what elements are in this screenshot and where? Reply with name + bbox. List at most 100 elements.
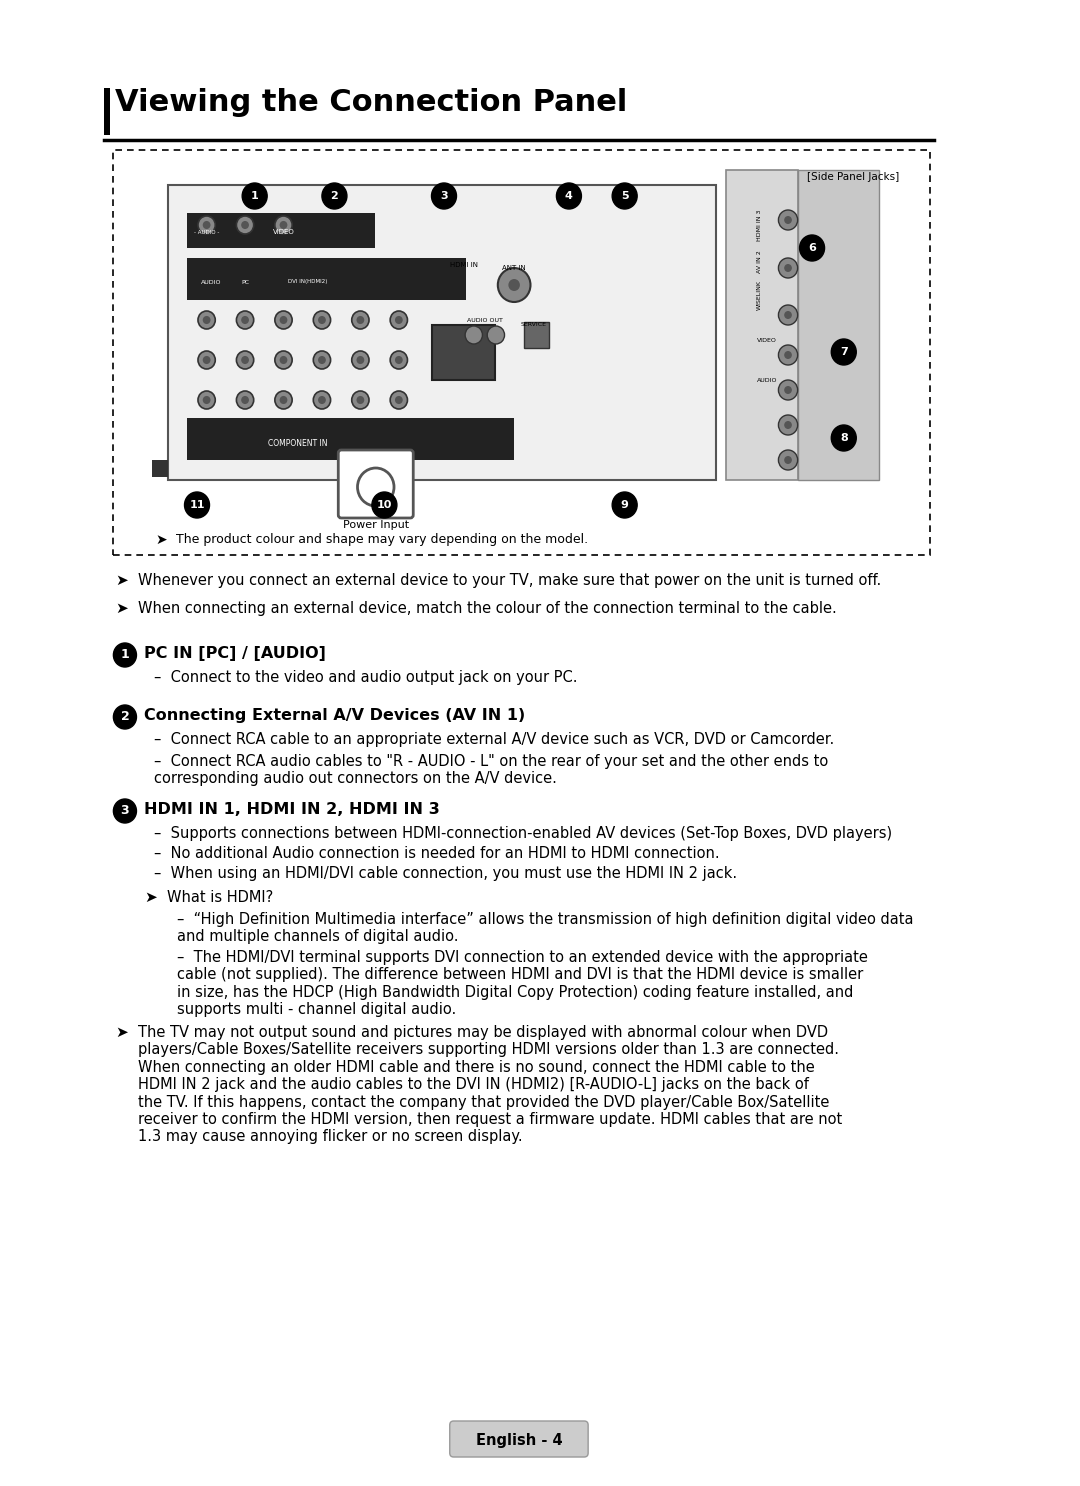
Circle shape	[280, 317, 287, 324]
Text: AUDIO: AUDIO	[201, 279, 221, 284]
Circle shape	[113, 643, 136, 667]
Text: –  The HDMI/DVI terminal supports DVI connection to an extended device with the : – The HDMI/DVI terminal supports DVI con…	[177, 950, 867, 1018]
Circle shape	[318, 357, 326, 364]
Text: When connecting an external device, match the colour of the connection terminal : When connecting an external device, matc…	[138, 600, 837, 617]
Circle shape	[465, 325, 483, 343]
Circle shape	[390, 351, 407, 369]
Text: 7: 7	[840, 348, 848, 357]
Text: PC IN [PC] / [AUDIO]: PC IN [PC] / [AUDIO]	[144, 646, 326, 661]
Circle shape	[203, 395, 211, 404]
Text: –  Supports connections between HDMI-connection-enabled AV devices (Set-Top Boxe: – Supports connections between HDMI-conn…	[153, 826, 892, 841]
Circle shape	[280, 395, 287, 404]
Text: PC: PC	[241, 279, 249, 284]
Text: WISELINK: WISELINK	[757, 279, 761, 311]
Text: HDMI IN: HDMI IN	[450, 262, 478, 267]
Circle shape	[356, 317, 364, 324]
Circle shape	[313, 311, 330, 328]
Circle shape	[274, 311, 293, 328]
Bar	[104, 88, 109, 135]
Text: AUDIO: AUDIO	[757, 377, 778, 382]
Circle shape	[241, 357, 249, 364]
Circle shape	[487, 325, 504, 343]
Circle shape	[203, 357, 211, 364]
Circle shape	[356, 357, 364, 364]
Bar	[432, 325, 495, 380]
Circle shape	[237, 215, 254, 233]
Circle shape	[352, 311, 369, 328]
Circle shape	[198, 351, 215, 369]
FancyBboxPatch shape	[338, 450, 414, 519]
Circle shape	[779, 259, 798, 278]
Circle shape	[395, 317, 403, 324]
Circle shape	[318, 395, 326, 404]
Circle shape	[779, 450, 798, 470]
Text: ➤: ➤	[156, 533, 167, 547]
Text: - AUDIO -: - AUDIO -	[194, 229, 219, 235]
Text: Connecting External A/V Devices (AV IN 1): Connecting External A/V Devices (AV IN 1…	[144, 707, 525, 724]
Text: AV IN 2: AV IN 2	[757, 251, 761, 273]
Text: –  Connect RCA cable to an appropriate external A/V device such as VCR, DVD or C: – Connect RCA cable to an appropriate ex…	[153, 733, 834, 747]
Text: Whenever you connect an external device to your TV, make sure that power on the : Whenever you connect an external device …	[138, 574, 881, 588]
Circle shape	[612, 492, 637, 519]
Circle shape	[356, 395, 364, 404]
Bar	[524, 322, 549, 348]
Text: 10: 10	[377, 499, 392, 510]
Text: –  No additional Audio connection is needed for an HDMI to HDMI connection.: – No additional Audio connection is need…	[153, 846, 719, 860]
Text: 6: 6	[808, 244, 816, 253]
Text: What is HDMI?: What is HDMI?	[167, 890, 273, 905]
Circle shape	[241, 221, 249, 229]
Circle shape	[779, 415, 798, 435]
Circle shape	[237, 311, 254, 328]
Circle shape	[832, 339, 856, 366]
Bar	[188, 418, 514, 461]
Text: Viewing the Connection Panel: Viewing the Connection Panel	[116, 88, 627, 117]
Bar	[168, 184, 716, 480]
Bar	[798, 169, 879, 480]
Text: 8: 8	[840, 432, 848, 443]
Circle shape	[274, 215, 293, 233]
Circle shape	[784, 456, 792, 464]
Text: –  When using an HDMI/DVI cable connection, you must use the HDMI IN 2 jack.: – When using an HDMI/DVI cable connectio…	[153, 866, 737, 881]
Circle shape	[390, 311, 407, 328]
Circle shape	[352, 391, 369, 409]
Bar	[152, 461, 168, 477]
Circle shape	[198, 391, 215, 409]
Text: HDMI IN 3: HDMI IN 3	[757, 210, 761, 241]
Text: 4: 4	[565, 192, 572, 201]
Circle shape	[498, 267, 530, 302]
Text: 1: 1	[121, 648, 130, 661]
Text: –  Connect to the video and audio output jack on your PC.: – Connect to the video and audio output …	[153, 670, 578, 685]
Circle shape	[779, 305, 798, 325]
Circle shape	[322, 183, 347, 210]
Text: ➤: ➤	[116, 1025, 129, 1040]
Text: HDMI IN 1, HDMI IN 2, HDMI IN 3: HDMI IN 1, HDMI IN 2, HDMI IN 3	[144, 802, 440, 817]
Bar	[113, 150, 930, 554]
Text: ➤: ➤	[144, 890, 157, 905]
Circle shape	[779, 210, 798, 230]
Circle shape	[612, 183, 637, 210]
Text: DVI IN(HDMI2): DVI IN(HDMI2)	[288, 279, 327, 284]
Circle shape	[203, 317, 211, 324]
Circle shape	[779, 380, 798, 400]
Circle shape	[198, 311, 215, 328]
Text: –  Connect RCA audio cables to "R - AUDIO - L" on the rear of your set and the o: – Connect RCA audio cables to "R - AUDIO…	[153, 753, 828, 786]
Text: ➤: ➤	[116, 574, 129, 588]
Circle shape	[318, 317, 326, 324]
Circle shape	[113, 799, 136, 823]
Text: 2: 2	[121, 710, 130, 724]
Text: 3: 3	[441, 192, 448, 201]
Text: COMPONENT IN: COMPONENT IN	[268, 438, 327, 447]
Text: 3: 3	[121, 804, 130, 817]
Circle shape	[241, 395, 249, 404]
FancyBboxPatch shape	[449, 1421, 589, 1456]
Circle shape	[274, 351, 293, 369]
Circle shape	[784, 311, 792, 319]
Circle shape	[395, 357, 403, 364]
Text: –  “High Definition Multimedia interface” allows the transmission of high defini: – “High Definition Multimedia interface”…	[177, 912, 914, 945]
Text: The product colour and shape may vary depending on the model.: The product colour and shape may vary de…	[176, 533, 588, 545]
Circle shape	[357, 468, 394, 507]
Text: 11: 11	[189, 499, 205, 510]
Circle shape	[784, 215, 792, 224]
Circle shape	[237, 391, 254, 409]
Bar	[726, 169, 798, 480]
